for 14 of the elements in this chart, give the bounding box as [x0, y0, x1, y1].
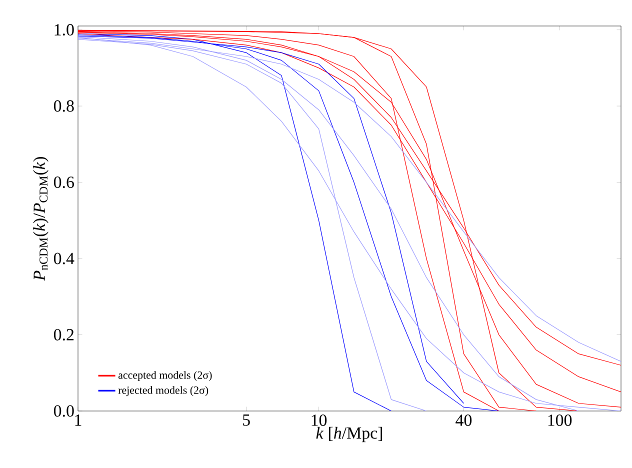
x-tick-label: 5 — [243, 414, 250, 426]
x-axis-title: k [h/Mpc] — [316, 426, 382, 442]
y-tick-label: 0.8 — [54, 100, 74, 112]
y-tick-label: 0.0 — [54, 405, 74, 417]
y-tick-label: 1.0 — [54, 24, 74, 36]
y-tick-label: 0.2 — [54, 329, 74, 341]
x-tick-label: 100 — [548, 414, 572, 426]
legend-label: accepted models (2σ) — [118, 371, 212, 382]
x-tick-label: 40 — [456, 414, 472, 426]
y-tick-label: 0.6 — [54, 176, 74, 188]
x-tick-label: 10 — [312, 414, 327, 426]
x-tick-label: 1 — [75, 414, 82, 426]
y-tick-label: 0.4 — [54, 252, 74, 264]
legend-label: rejected models (2σ) — [118, 386, 208, 396]
